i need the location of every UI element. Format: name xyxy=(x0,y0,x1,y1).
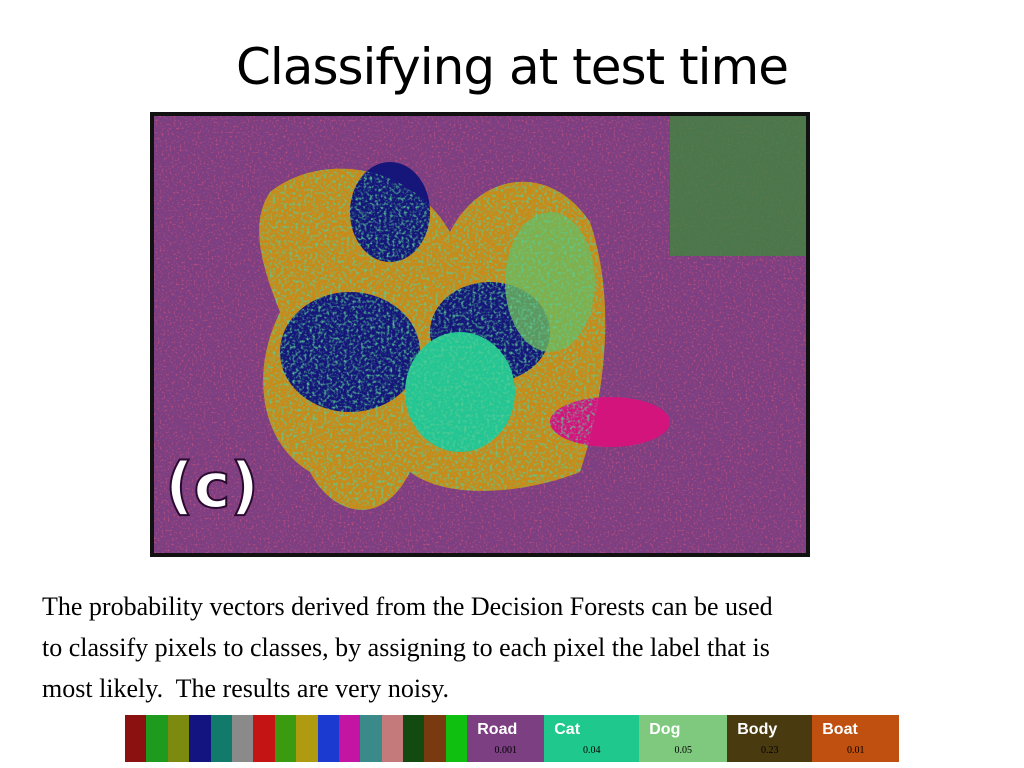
legend-name: Dog xyxy=(649,721,681,738)
legend-swatch xyxy=(338,715,361,762)
legend-name: Body xyxy=(737,721,778,738)
image-label: (c) xyxy=(165,449,258,522)
legend-swatch xyxy=(381,715,404,762)
legend-item: Road 0.001 xyxy=(467,715,545,762)
legend-name: Cat xyxy=(554,721,581,738)
legend-swatch xyxy=(125,715,147,762)
legend-swatch xyxy=(445,715,468,762)
legend-swatch xyxy=(424,715,446,762)
body-line: most likely. The results are very noisy. xyxy=(42,674,450,703)
legend-swatch xyxy=(253,715,275,762)
legend-swatch xyxy=(210,715,232,762)
legend-swatch xyxy=(317,715,339,762)
legend-swatch xyxy=(189,715,211,762)
legend-value: 0.23 xyxy=(761,745,779,756)
legend-item: Cat 0.04 xyxy=(544,715,640,762)
legend-item: Dog 0.05 xyxy=(639,715,728,762)
legend-item: Boat 0.01 xyxy=(812,715,900,762)
legend-swatch xyxy=(360,715,382,762)
legend-value: 0.04 xyxy=(583,745,601,756)
legend-swatch xyxy=(403,715,425,762)
legend-swatch xyxy=(167,715,190,762)
legend-value: 0.05 xyxy=(674,745,693,756)
legend-value: 0.001 xyxy=(494,745,518,756)
legend-swatch xyxy=(296,715,318,762)
slide-title: Classifying at test time xyxy=(236,38,789,96)
body-text: The probability vectors derived from the… xyxy=(42,586,1002,709)
legend-swatch xyxy=(146,715,168,762)
legend-swatch xyxy=(231,715,254,762)
body-line: to classify pixels to classes, by assign… xyxy=(42,633,770,662)
legend-name: Boat xyxy=(822,721,858,738)
class-legend: Road 0.001 Cat 0.04 Dog 0.05 Body 0.23 Boat 0.01 xyxy=(125,715,900,762)
legend-item: Body 0.23 xyxy=(727,715,813,762)
legend-name: Road xyxy=(477,721,518,738)
body-line: The probability vectors derived from the… xyxy=(42,592,773,621)
segmentation-image: (c) xyxy=(150,112,810,557)
legend-value: 0.01 xyxy=(847,745,865,756)
legend-swatch xyxy=(274,715,297,762)
